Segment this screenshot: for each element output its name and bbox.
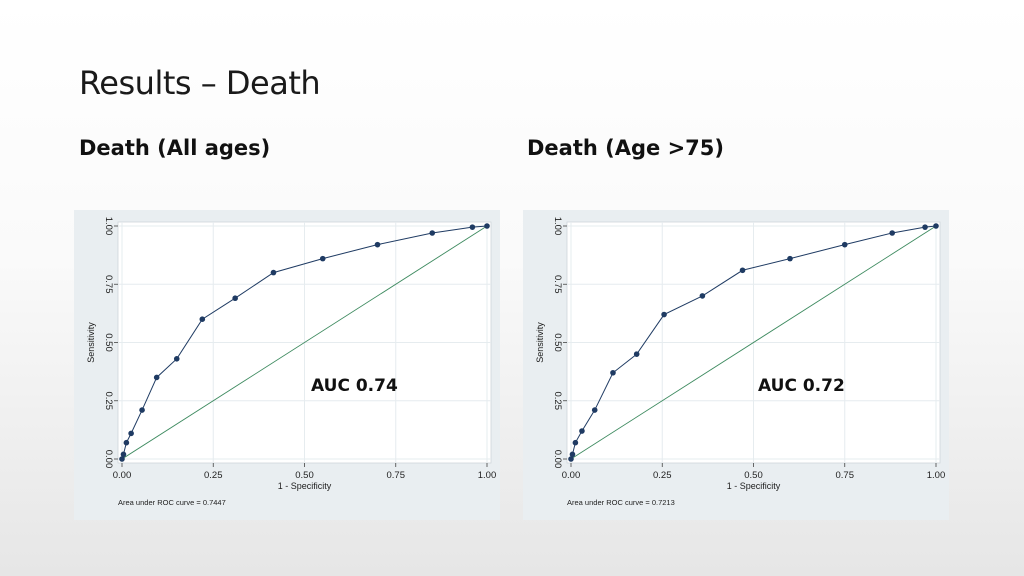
- y-tick-label: 1.00: [552, 217, 563, 236]
- x-tick-label: 0.25: [653, 470, 672, 481]
- y-tick-label: 1.00: [103, 217, 114, 236]
- x-tick-label: 0.25: [204, 470, 223, 481]
- x-tick-label: 0.75: [387, 470, 406, 481]
- roc-curve-point: [270, 269, 277, 276]
- roc-curve-point: [119, 456, 125, 462]
- roc-curve-point: [579, 428, 585, 434]
- x-tick-label: 0.75: [836, 470, 855, 481]
- x-tick-label: 1.00: [927, 470, 946, 481]
- roc-curve-point: [569, 451, 576, 458]
- roc-curve-point: [319, 255, 326, 262]
- roc-curve-point: [591, 407, 598, 413]
- y-tick-label: 0.50: [552, 333, 563, 352]
- x-axis-title: 1 - Specificity: [278, 481, 332, 491]
- roc-curve-point: [933, 223, 939, 229]
- x-tick-label: 0.00: [562, 470, 581, 481]
- section-heading-all-ages: Death (All ages): [79, 136, 271, 160]
- roc-curve-point: [661, 311, 667, 318]
- roc-curve-point: [699, 293, 706, 299]
- section-heading-age-over-75: Death (Age >75): [527, 136, 724, 160]
- x-tick-label: 1.00: [478, 470, 497, 481]
- roc-curve-point: [429, 230, 436, 236]
- roc-curve-point: [633, 351, 640, 357]
- x-tick-label: 0.50: [744, 470, 763, 481]
- y-tick-label: 0.25: [552, 392, 563, 411]
- x-axis-title: 1 - Specificity: [727, 481, 781, 491]
- auc-footnote: Area under ROC curve = 0.7447: [118, 498, 226, 507]
- roc-curve-point: [199, 316, 206, 322]
- roc-curve-point: [787, 255, 793, 262]
- roc-curve-point: [922, 224, 928, 230]
- y-tick-label: 0.75: [552, 275, 563, 294]
- roc-curve-point: [739, 267, 746, 274]
- roc-curve-point: [153, 374, 160, 381]
- y-tick-label: 0.00: [103, 450, 114, 469]
- slide-title: Results – Death: [79, 64, 321, 102]
- roc-curve-point: [173, 356, 180, 362]
- auc-label-age-over-75: AUC 0.72: [758, 376, 845, 396]
- roc-curve-point: [568, 456, 574, 462]
- roc-curve-point: [572, 439, 579, 446]
- roc-chart-panel-age-over-75: 0.00 0.00 0.25 0.25 0.50 0.50 0.75 0.75 1.00 1.00…: [523, 210, 949, 520]
- roc-curve-point: [374, 241, 381, 248]
- roc-curve-point: [128, 430, 134, 437]
- roc-curve-point: [232, 295, 238, 302]
- roc-curve-point: [841, 241, 848, 248]
- auc-label-all-ages: AUC 0.74: [311, 376, 398, 396]
- roc-curve-point: [469, 224, 476, 230]
- reference-diagonal-line: [121, 225, 488, 460]
- roc-curve-point: [123, 439, 130, 446]
- y-tick-label: 0.50: [103, 333, 114, 352]
- y-tick-label: 0.25: [103, 392, 114, 411]
- roc-chart-all-ages: 0.000.00 0.25 0.25 0.50 0.50 0.75 0.75 1.00 1.00…: [86, 217, 497, 507]
- auc-footnote: Area under ROC curve = 0.7213: [567, 498, 675, 507]
- y-tick-label: 0.75: [103, 275, 114, 294]
- roc-curve-point: [120, 451, 127, 458]
- y-axis-title: Sensitivity: [535, 322, 545, 363]
- roc-curve-point: [139, 407, 145, 413]
- y-axis-title: Sensitivity: [86, 322, 96, 363]
- y-tick-label: 0.00: [552, 450, 563, 469]
- roc-curve-point: [889, 230, 895, 236]
- x-tick-label: 0.50: [295, 470, 314, 481]
- roc-curve-point: [610, 369, 616, 376]
- roc-curve-point: [484, 223, 490, 229]
- roc-chart-age-over-75: 0.000.00 0.25 0.25 0.50 0.50 0.75 0.75 1.00 1.00…: [535, 217, 946, 507]
- roc-chart-panel-all-ages: 0.00 0.00 0.25 0.25 0.50 0.50 0.75 0.75 1.00 1.00…: [74, 210, 500, 520]
- x-tick-label: 0.00: [113, 470, 132, 481]
- reference-diagonal-line: [570, 225, 937, 460]
